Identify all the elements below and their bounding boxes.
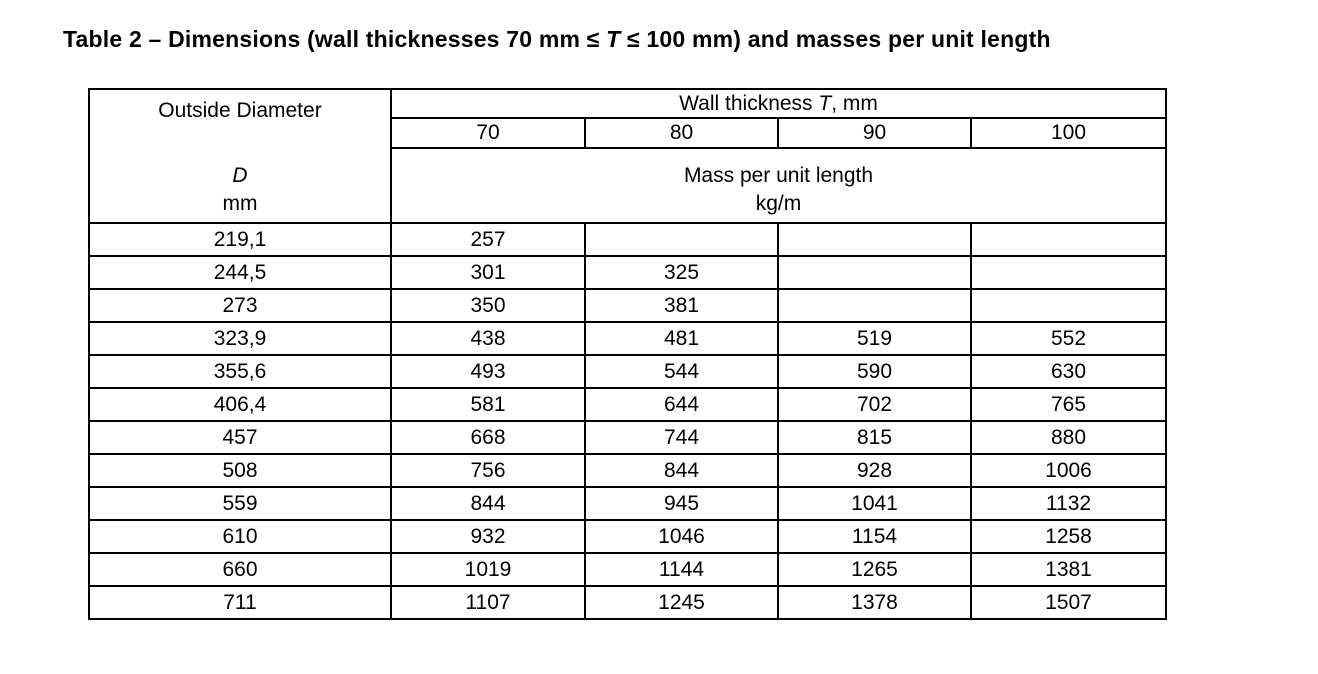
mass-cell: 844 — [390, 486, 586, 521]
mass-cell: 815 — [777, 420, 972, 455]
diameter-symbol: D — [232, 163, 248, 187]
mass-cell: 744 — [584, 420, 779, 455]
mass-cell: 1378 — [777, 585, 972, 620]
mass-cell — [777, 255, 972, 290]
diameter-cell: 244,5 — [88, 255, 392, 290]
table-row: 355,6 493 544 590 630 — [88, 354, 1167, 389]
mass-cell: 519 — [777, 321, 972, 356]
wall-thickness-label-pre: Wall thickness — [679, 91, 819, 115]
table-row: 273 350 381 — [88, 288, 1167, 323]
diameter-cell: 355,6 — [88, 354, 392, 389]
mass-cell — [584, 222, 779, 257]
mass-cell: 630 — [970, 354, 1167, 389]
table-title-part2: ≤ 100 mm) and masses per unit length — [620, 26, 1051, 52]
mass-cell: 301 — [390, 255, 586, 290]
header-row-thickness-values: 70 80 90 100 — [89, 117, 1167, 149]
wall-thickness-label-post: , mm — [831, 91, 878, 115]
diameter-unit: mm — [222, 191, 258, 215]
outside-diameter-header-cell: Outside Diameter D mm — [88, 88, 392, 224]
thickness-column-header-70: 70 — [390, 117, 586, 149]
thickness-column-header-80: 80 — [584, 117, 779, 149]
wall-thickness-header-cell: Wall thickness T, mm — [390, 88, 1167, 119]
outside-diameter-label: Outside Diameter — [158, 98, 322, 122]
mass-cell: 1144 — [584, 552, 779, 587]
thickness-column-header-90: 90 — [777, 117, 972, 149]
diameter-cell: 711 — [88, 585, 392, 620]
table-title: Table 2 – Dimensions (wall thicknesses 7… — [63, 26, 1051, 53]
table-row: 711 1107 1245 1378 1507 — [88, 585, 1167, 620]
mass-cell: 756 — [390, 453, 586, 488]
mass-cell: 1132 — [970, 486, 1167, 521]
mass-cell: 493 — [390, 354, 586, 389]
mass-cell: 1265 — [777, 552, 972, 587]
mass-cell: 581 — [390, 387, 586, 422]
diameter-cell: 508 — [88, 453, 392, 488]
mass-cell: 1041 — [777, 486, 972, 521]
mass-cell: 481 — [584, 321, 779, 356]
mass-cell: 644 — [584, 387, 779, 422]
mass-cell: 844 — [584, 453, 779, 488]
table-row: 244,5 301 325 — [88, 255, 1167, 290]
mass-cell: 765 — [970, 387, 1167, 422]
mass-cell: 381 — [584, 288, 779, 323]
mass-cell: 702 — [777, 387, 972, 422]
dimensions-table: Outside Diameter D mm Wall thickness T, … — [88, 88, 1167, 620]
mass-cell: 1507 — [970, 585, 1167, 620]
diameter-cell: 406,4 — [88, 387, 392, 422]
mass-cell: 350 — [390, 288, 586, 323]
mass-cell: 1046 — [584, 519, 779, 554]
table-row: 406,4 581 644 702 765 — [88, 387, 1167, 422]
mass-unit: kg/m — [755, 192, 802, 215]
mass-cell: 544 — [584, 354, 779, 389]
table-title-part1: Table 2 – Dimensions (wall thicknesses 7… — [63, 26, 607, 52]
mass-cell: 1006 — [970, 453, 1167, 488]
diameter-cell: 610 — [88, 519, 392, 554]
mass-cell: 1019 — [390, 552, 586, 587]
table-row: 323,9 438 481 519 552 — [88, 321, 1167, 356]
table-row: 559 844 945 1041 1132 — [88, 486, 1167, 521]
mass-cell: 1245 — [584, 585, 779, 620]
mass-cell: 1107 — [390, 585, 586, 620]
mass-cell: 928 — [777, 453, 972, 488]
table-row: 219,1 257 — [88, 222, 1167, 257]
diameter-cell: 219,1 — [88, 222, 392, 257]
mass-cell — [777, 288, 972, 323]
mass-cell — [970, 222, 1167, 257]
mass-cell — [970, 288, 1167, 323]
table-title-t-symbol: T — [606, 26, 621, 52]
mass-cell: 325 — [584, 255, 779, 290]
mass-cell — [777, 222, 972, 257]
table-row: 508 756 844 928 1006 — [88, 453, 1167, 488]
mass-cell: 257 — [390, 222, 586, 257]
mass-cell — [970, 255, 1167, 290]
mass-cell: 438 — [390, 321, 586, 356]
diameter-cell: 323,9 — [88, 321, 392, 356]
mass-cell: 1154 — [777, 519, 972, 554]
diameter-cell: 559 — [88, 486, 392, 521]
header-row-wall-thickness: Outside Diameter D mm Wall thickness T, … — [88, 88, 1167, 224]
mass-label: Mass per unit length — [683, 164, 874, 187]
mass-cell: 590 — [777, 354, 972, 389]
thickness-column-header-100: 100 — [970, 117, 1167, 149]
table-row: 457 668 744 815 880 — [88, 420, 1167, 455]
table-row: 660 1019 1144 1265 1381 — [88, 552, 1167, 587]
mass-cell: 945 — [584, 486, 779, 521]
mass-cell: 552 — [970, 321, 1167, 356]
header-row-mass-unit: Mass per unit length kg/m — [89, 147, 1167, 224]
mass-cell: 932 — [390, 519, 586, 554]
mass-cell: 1381 — [970, 552, 1167, 587]
diameter-cell: 273 — [88, 288, 392, 323]
mass-per-unit-length-header-cell: Mass per unit length kg/m — [390, 147, 1167, 224]
diameter-cell: 660 — [88, 552, 392, 587]
mass-cell: 668 — [390, 420, 586, 455]
table-row: 610 932 1046 1154 1258 — [88, 519, 1167, 554]
wall-thickness-t-symbol: T — [818, 91, 832, 115]
mass-cell: 880 — [970, 420, 1167, 455]
mass-cell: 1258 — [970, 519, 1167, 554]
diameter-cell: 457 — [88, 420, 392, 455]
